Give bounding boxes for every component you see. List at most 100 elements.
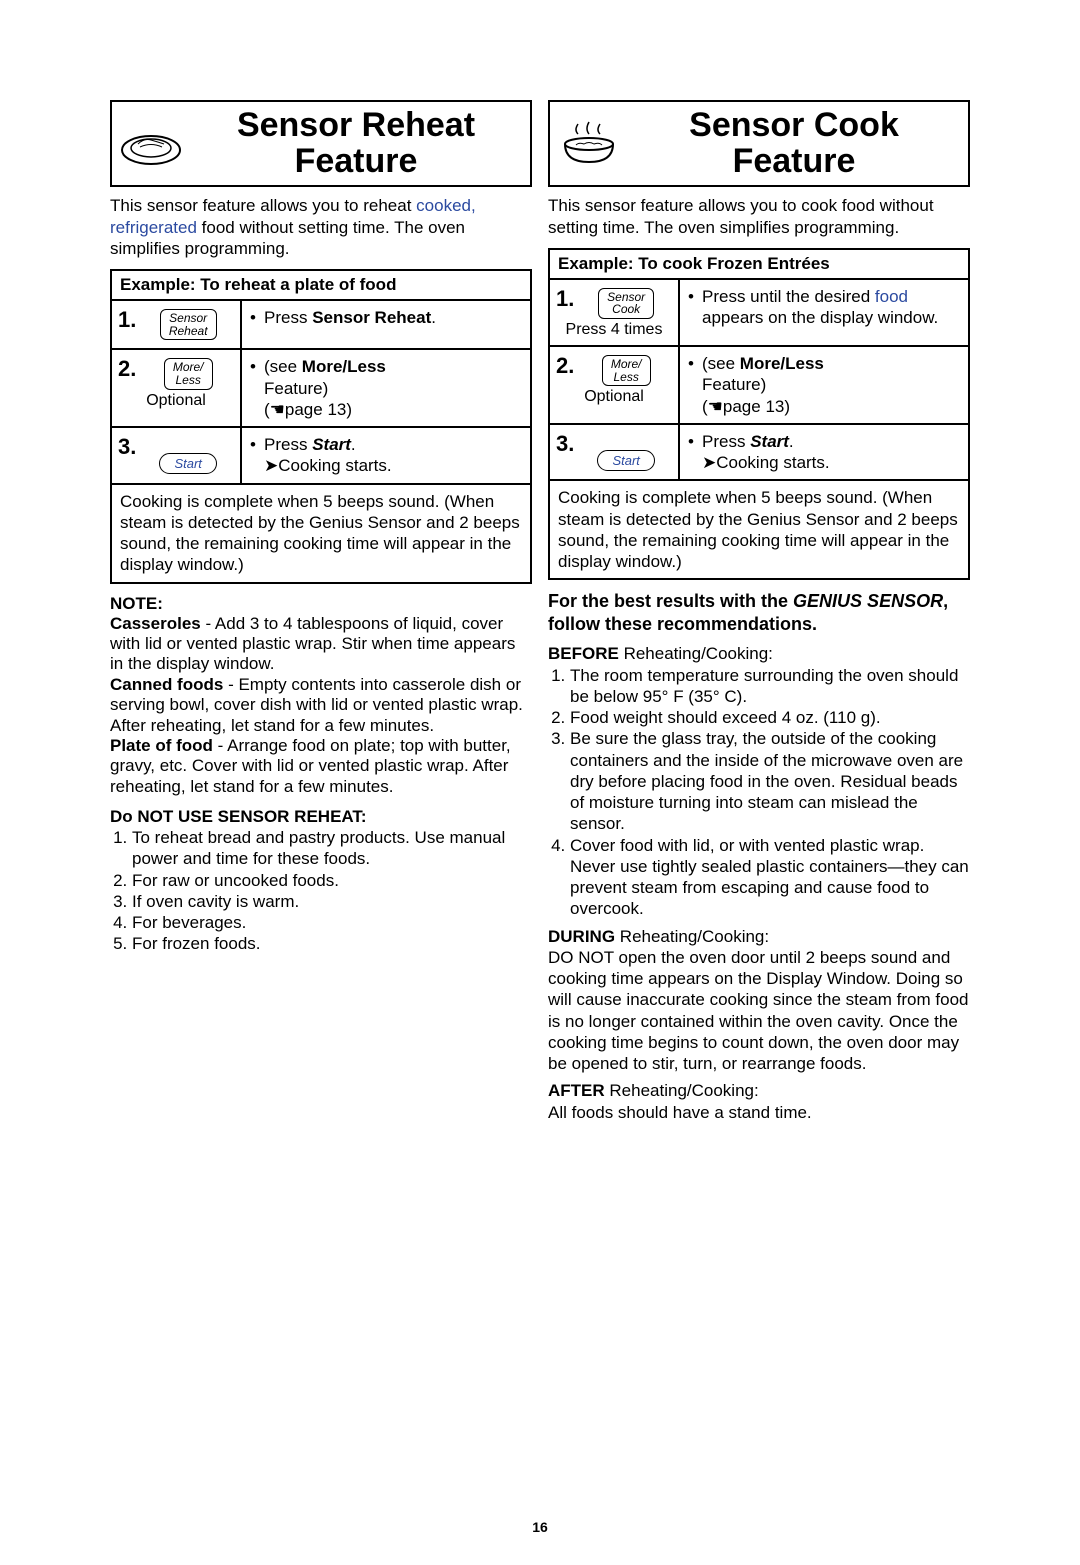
cs2-action: •(see More/Less Feature) (☚page 13) — [680, 347, 968, 423]
cook-step1: 1. Sensor Cook Press 4 times •Press unti… — [550, 280, 968, 347]
right-column: Sensor Cook Feature This sensor feature … — [548, 100, 970, 1123]
best-results-head: For the best results with the GENIUS SEN… — [548, 590, 970, 635]
page-number: 16 — [0, 1519, 1080, 1535]
list-item: For raw or uncooked foods. — [132, 870, 532, 891]
canned-note: Canned foods - Empty contents into casse… — [110, 675, 532, 736]
list-item: For beverages. — [132, 912, 532, 933]
left-column: Sensor Reheat Feature This sensor featur… — [110, 100, 532, 1123]
cook-title: Sensor Cook Feature — [628, 108, 960, 179]
note-head: NOTE: — [110, 594, 532, 614]
step-row-2: 2. More/ Less Optional •(see More/Less F… — [112, 350, 530, 428]
cs2-line2: Feature) — [688, 374, 960, 395]
more-less-button: More/ Less — [164, 358, 213, 389]
cs3-suffix: . — [789, 432, 794, 451]
list-item: To reheat bread and pastry products. Use… — [132, 827, 532, 870]
cs1-num: 1. — [556, 286, 574, 312]
step2-num: 2. — [118, 356, 136, 382]
list-item: Be sure the glass tray, the outside of t… — [570, 728, 970, 834]
more-less-button: More/ Less — [602, 355, 651, 386]
during-head: DURING Reheating/Cooking: — [548, 926, 970, 947]
cook-title-box: Sensor Cook Feature — [548, 100, 970, 187]
cook-step3: 3. Start •Press Start. ➤Cooking starts. — [550, 425, 968, 482]
reheat-title: Sensor Reheat Feature — [190, 108, 522, 179]
cs2-line3: (☚page 13) — [688, 396, 960, 417]
sensor-cook-button: Sensor Cook — [598, 288, 654, 319]
s3-prefix: Press — [264, 435, 312, 454]
cook-table: Example: To cook Frozen Entrées 1. Senso… — [548, 248, 970, 580]
optional-label: Optional — [118, 392, 234, 410]
cs2-num: 2. — [556, 353, 574, 379]
reheat-example-header: Example: To reheat a plate of food — [112, 271, 530, 301]
step1-num: 1. — [118, 307, 136, 333]
before-list: The room temperature surrounding the ove… — [548, 665, 970, 920]
reheat-intro: This sensor feature allows you to reheat… — [110, 195, 532, 259]
list-item: Cover food with lid, or with vented plas… — [570, 835, 970, 920]
casseroles-label: Casseroles — [110, 614, 201, 633]
step2-left: 2. More/ Less Optional — [112, 350, 242, 426]
press-4-label: Press 4 times — [556, 321, 672, 339]
cs1-suffix: appears on the display window. — [702, 308, 938, 327]
list-item: The room temperature surrounding the ove… — [570, 665, 970, 708]
cs3-prefix: Press — [702, 432, 750, 451]
after-text: All foods should have a stand time. — [548, 1102, 970, 1123]
s2-prefix: (see — [264, 357, 302, 376]
best-2: GENIUS SENSOR — [793, 591, 943, 611]
cs1-action: •Press until the desired food appears on… — [680, 280, 968, 345]
donot-head: Do NOT USE SENSOR REHEAT: — [110, 807, 532, 827]
after-label: AFTER — [548, 1081, 605, 1100]
list-item: Food weight should exceed 4 oz. (110 g). — [570, 707, 970, 728]
during-label: DURING — [548, 927, 615, 946]
during-text: DO NOT open the oven door until 2 beeps … — [548, 947, 970, 1075]
sensor-reheat-button: Sensor Reheat — [160, 309, 217, 340]
casseroles-note: Casseroles - Add 3 to 4 tablespoons of l… — [110, 614, 532, 675]
cs1-left: 1. Sensor Cook Press 4 times — [550, 280, 680, 345]
s2-line2: Feature) — [250, 378, 522, 399]
after-head: AFTER Reheating/Cooking: — [548, 1080, 970, 1101]
cs2-left: 2. More/ Less Optional — [550, 347, 680, 423]
reheat-footer: Cooking is complete when 5 beeps sound. … — [112, 485, 530, 582]
after-suffix: Reheating/Cooking: — [605, 1081, 759, 1100]
step3-action: •Press Start. ➤Cooking starts. — [242, 428, 530, 483]
cs1-blue: food — [875, 287, 908, 306]
s1-suffix: . — [431, 308, 436, 327]
list-item: If oven cavity is warm. — [132, 891, 532, 912]
s3-line2: ➤Cooking starts. — [250, 455, 522, 476]
bowl-steam-icon — [558, 120, 620, 168]
cs3-bold: Start — [750, 432, 789, 451]
canned-label: Canned foods — [110, 675, 223, 694]
best-1: For the best results with the — [548, 591, 788, 611]
cook-example-header: Example: To cook Frozen Entrées — [550, 250, 968, 280]
cs3-num: 3. — [556, 431, 574, 457]
s3-bold: Start — [312, 435, 351, 454]
reheat-table: Example: To reheat a plate of food 1. Se… — [110, 269, 532, 583]
step3-num: 3. — [118, 434, 136, 460]
cs2-prefix: (see — [702, 354, 740, 373]
start-button: Start — [597, 450, 654, 471]
step-row-3: 3. Start •Press Start. ➤Cooking starts. — [112, 428, 530, 485]
during-suffix: Reheating/Cooking: — [615, 927, 769, 946]
s1-bold: Sensor Reheat — [312, 308, 431, 327]
cook-footer: Cooking is complete when 5 beeps sound. … — [550, 481, 968, 578]
step1-action: •Press Sensor Reheat. — [242, 301, 530, 348]
step1-left: 1. Sensor Reheat — [112, 301, 242, 348]
s2-bold: More/Less — [302, 357, 386, 376]
reheat-title-box: Sensor Reheat Feature — [110, 100, 532, 187]
before-label: BEFORE — [548, 644, 619, 663]
cs3-line2: ➤Cooking starts. — [688, 452, 960, 473]
s3-suffix: . — [351, 435, 356, 454]
cs1-prefix: Press until the desired — [702, 287, 875, 306]
step3-left: 3. Start — [112, 428, 242, 483]
cs3-action: •Press Start. ➤Cooking starts. — [680, 425, 968, 480]
intro-text: This sensor feature allows you to reheat — [110, 196, 416, 215]
cook-intro: This sensor feature allows you to cook f… — [548, 195, 970, 238]
cs3-left: 3. Start — [550, 425, 680, 480]
s1-prefix: Press — [264, 308, 312, 327]
step2-action: •(see More/Less Feature) (☚page 13) — [242, 350, 530, 426]
donot-list: To reheat bread and pastry products. Use… — [110, 827, 532, 955]
list-item: For frozen foods. — [132, 933, 532, 954]
step-row-1: 1. Sensor Reheat •Press Sensor Reheat. — [112, 301, 530, 350]
cook-step2: 2. More/ Less Optional •(see More/Less F… — [550, 347, 968, 425]
cs2-bold: More/Less — [740, 354, 824, 373]
before-suffix: Reheating/Cooking: — [619, 644, 773, 663]
plate-label: Plate of food — [110, 736, 213, 755]
